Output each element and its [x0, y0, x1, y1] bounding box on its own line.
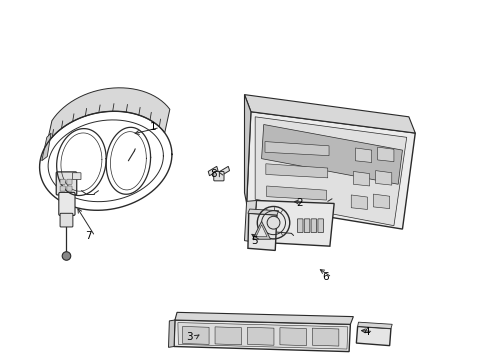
- Polygon shape: [279, 328, 306, 346]
- FancyBboxPatch shape: [297, 219, 303, 233]
- Polygon shape: [244, 95, 250, 203]
- Text: 1: 1: [150, 122, 157, 132]
- Polygon shape: [357, 322, 391, 329]
- Polygon shape: [182, 327, 209, 345]
- Polygon shape: [168, 320, 175, 347]
- Polygon shape: [265, 164, 327, 178]
- Polygon shape: [255, 117, 406, 226]
- Polygon shape: [356, 327, 390, 346]
- FancyBboxPatch shape: [304, 219, 309, 233]
- Polygon shape: [350, 195, 366, 210]
- Circle shape: [266, 216, 279, 229]
- Polygon shape: [375, 171, 391, 185]
- FancyBboxPatch shape: [67, 179, 72, 184]
- Text: 3: 3: [186, 332, 193, 342]
- Polygon shape: [252, 201, 333, 246]
- Polygon shape: [247, 209, 278, 215]
- Polygon shape: [178, 323, 347, 349]
- Polygon shape: [264, 141, 328, 156]
- Polygon shape: [246, 112, 414, 229]
- Polygon shape: [41, 133, 51, 161]
- FancyBboxPatch shape: [56, 172, 77, 195]
- Text: 2: 2: [295, 198, 302, 208]
- Polygon shape: [174, 320, 350, 352]
- Text: 8: 8: [210, 169, 217, 179]
- Polygon shape: [244, 201, 256, 242]
- FancyBboxPatch shape: [317, 219, 323, 233]
- Polygon shape: [353, 171, 369, 186]
- Polygon shape: [208, 166, 218, 176]
- Polygon shape: [256, 225, 266, 237]
- FancyBboxPatch shape: [72, 173, 81, 180]
- FancyBboxPatch shape: [60, 186, 65, 191]
- Polygon shape: [252, 221, 270, 239]
- Polygon shape: [247, 327, 273, 345]
- Polygon shape: [47, 88, 169, 144]
- Text: 7: 7: [85, 231, 92, 241]
- FancyBboxPatch shape: [60, 213, 73, 227]
- FancyBboxPatch shape: [60, 179, 65, 184]
- Polygon shape: [373, 194, 389, 208]
- Polygon shape: [175, 312, 353, 324]
- Polygon shape: [312, 328, 338, 346]
- Polygon shape: [219, 166, 229, 176]
- Polygon shape: [215, 327, 241, 345]
- Circle shape: [62, 252, 71, 260]
- Text: 4: 4: [363, 327, 369, 337]
- Polygon shape: [266, 186, 326, 200]
- FancyBboxPatch shape: [67, 186, 72, 191]
- Polygon shape: [377, 147, 393, 162]
- FancyBboxPatch shape: [213, 171, 224, 181]
- FancyBboxPatch shape: [59, 192, 75, 215]
- Polygon shape: [261, 125, 402, 184]
- Polygon shape: [244, 95, 414, 133]
- Text: 6: 6: [322, 272, 328, 282]
- Text: 5: 5: [250, 236, 257, 246]
- Polygon shape: [247, 213, 276, 251]
- FancyBboxPatch shape: [310, 219, 316, 233]
- Polygon shape: [355, 148, 371, 162]
